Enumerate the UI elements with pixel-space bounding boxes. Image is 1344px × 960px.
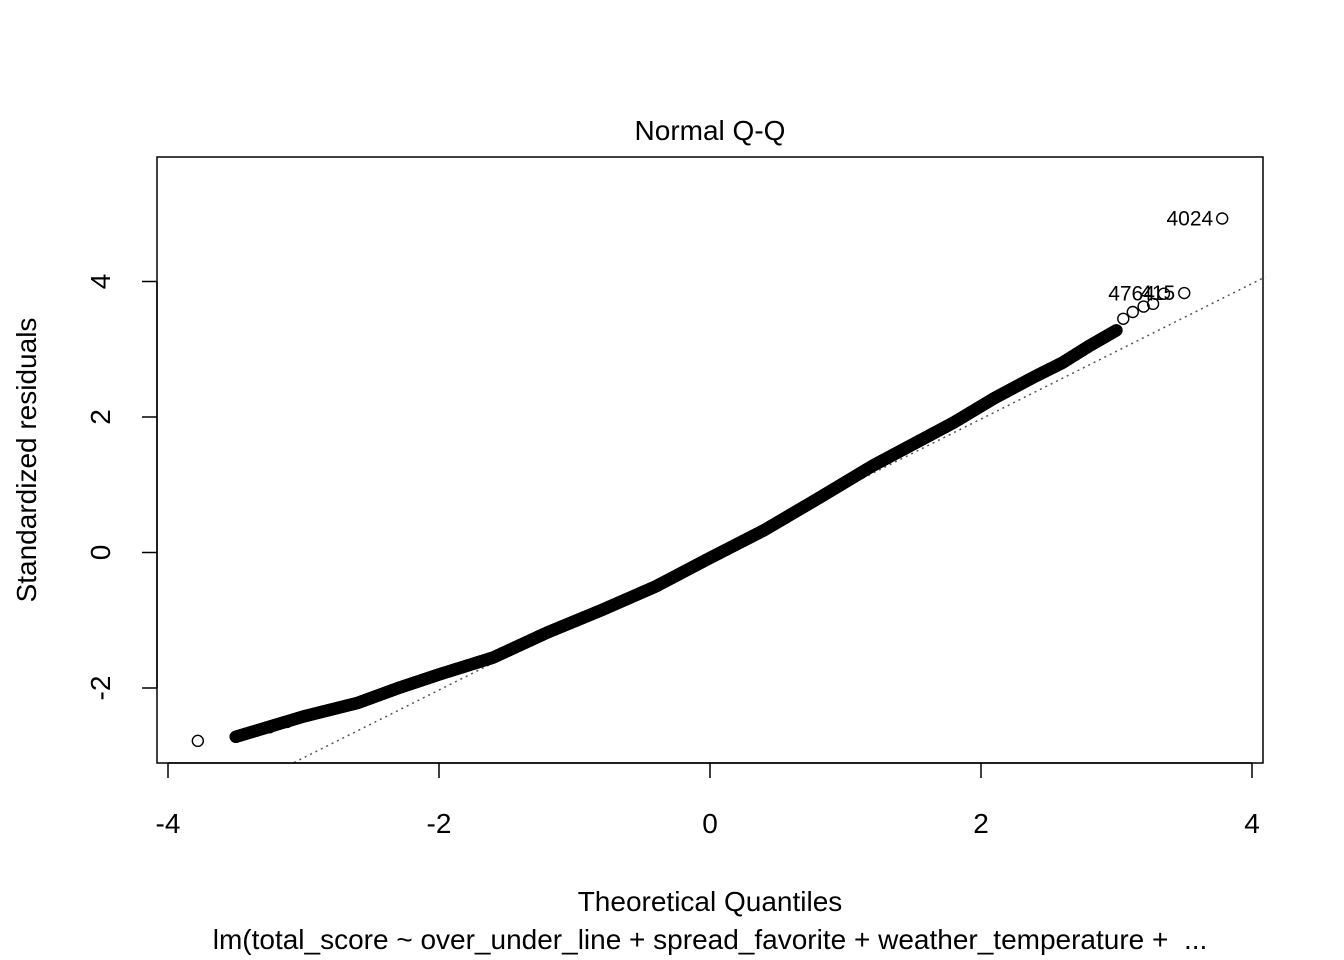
plot-box	[156, 156, 1264, 764]
model-formula: lm(total_score ~ over_under_line + sprea…	[213, 924, 1208, 955]
qq-point	[1146, 297, 1160, 311]
qq-point	[1157, 287, 1171, 300]
qq-point	[263, 721, 276, 734]
x-tick-label: 2	[973, 808, 989, 839]
qq-point	[281, 715, 294, 729]
y-tick-label: 0	[85, 545, 116, 561]
y-tick-label: -2	[85, 676, 116, 701]
qq-point	[249, 724, 263, 737]
point-label: 4764	[1108, 283, 1155, 306]
qq-point	[191, 734, 205, 748]
qq-point	[1126, 305, 1139, 319]
y-tick-label: 2	[85, 409, 116, 425]
qq-point	[1215, 212, 1229, 225]
x-tick-label: -2	[427, 808, 452, 839]
x-tick-label: 4	[1244, 808, 1260, 839]
qq-point	[1178, 286, 1191, 300]
qq-point	[229, 730, 242, 743]
qq-point	[1117, 312, 1130, 325]
y-tick-label: 4	[85, 274, 116, 290]
y-axis-label: Standardized residuals	[11, 318, 42, 603]
y-axis: -2 0 2 4	[85, 274, 158, 701]
x-tick-label: -4	[156, 808, 181, 839]
x-axis: -4 -2 0 2 4	[156, 762, 1260, 839]
point-label: 4024	[1166, 207, 1213, 230]
qq-point	[1110, 324, 1123, 337]
reference-line	[293, 276, 1266, 764]
x-tick-label: 0	[702, 808, 718, 839]
chart-title: Normal Q-Q	[635, 115, 786, 146]
x-axis-label: Theoretical Quantiles	[578, 886, 843, 917]
